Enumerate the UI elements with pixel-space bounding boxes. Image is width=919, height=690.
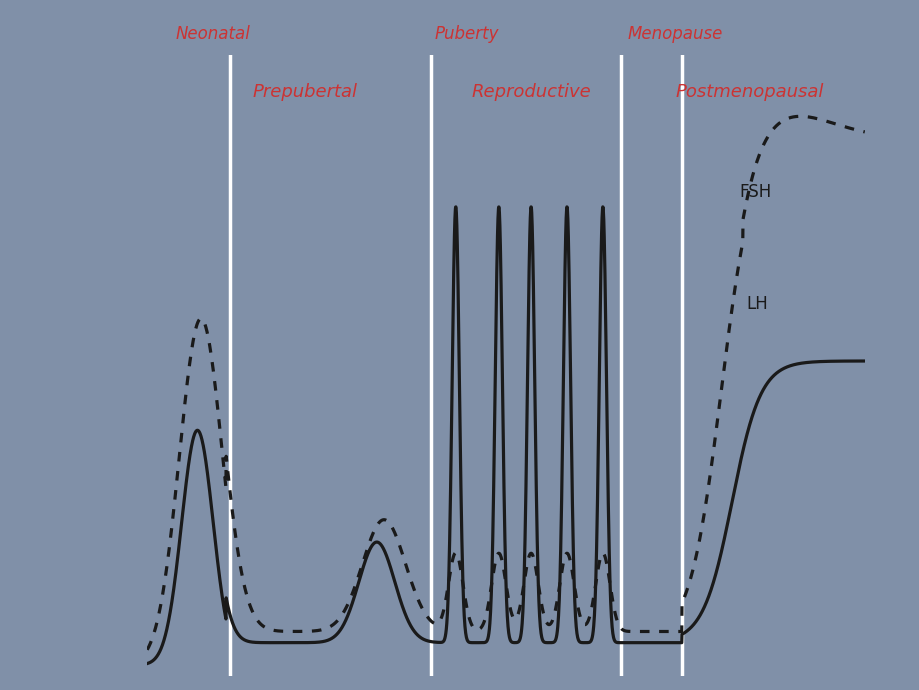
Text: Menopause: Menopause: [628, 25, 722, 43]
Text: Puberty: Puberty: [434, 25, 498, 43]
Text: FSH: FSH: [739, 183, 771, 201]
Text: Prepubertal: Prepubertal: [253, 83, 357, 101]
Text: Reproductive: Reproductive: [471, 83, 590, 101]
Text: LH: LH: [745, 295, 767, 313]
Text: Neonatal: Neonatal: [176, 25, 251, 43]
Text: Postmenopausal: Postmenopausal: [675, 83, 823, 101]
